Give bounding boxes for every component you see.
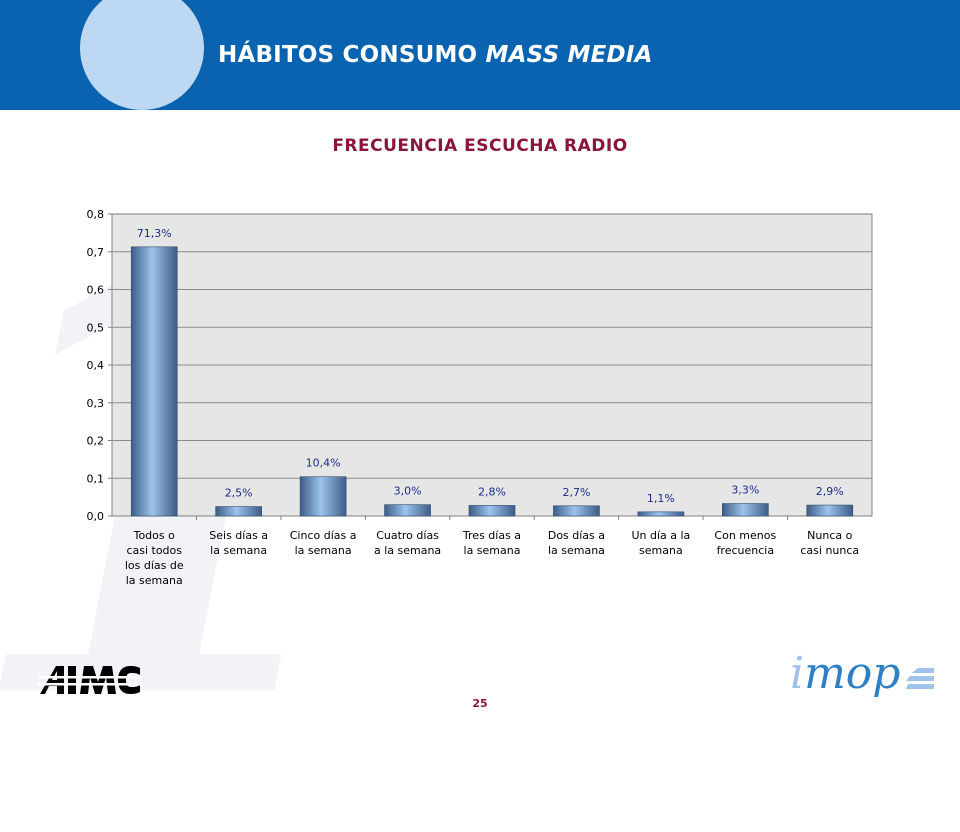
bar <box>468 505 516 517</box>
category-label: Seis días a la semana <box>209 529 268 557</box>
bar <box>722 503 769 517</box>
data-label: 3,0% <box>394 485 422 498</box>
header-bar: HÁBITOS CONSUMO MASS MEDIA <box>0 0 960 110</box>
category-label: Tres días a la semana <box>462 529 521 557</box>
y-tick-label: 0,4 <box>87 359 105 372</box>
slide-title-main: HÁBITOS CONSUMO <box>218 42 486 68</box>
slide-title: HÁBITOS CONSUMO MASS MEDIA <box>218 42 653 68</box>
category-label: Cinco días a la semana <box>290 529 357 557</box>
bar <box>384 504 431 517</box>
category-label: Dos días a la semana <box>548 529 605 557</box>
bar <box>215 506 262 517</box>
chart-title: FRECUENCIA ESCUCHA RADIO <box>332 136 628 156</box>
imop-logo: imop <box>790 652 900 696</box>
slide-title-italic: MASS MEDIA <box>485 42 653 68</box>
imop-stripes-icon <box>906 668 934 689</box>
y-tick-label: 0,6 <box>87 284 105 297</box>
data-label: 1,1% <box>647 492 675 505</box>
data-label: 71,3% <box>137 227 172 240</box>
imop-logo-i: i <box>790 648 805 699</box>
category-label: Nunca o casi nunca <box>800 529 859 557</box>
bar <box>130 246 178 517</box>
data-label: 2,5% <box>225 487 253 500</box>
category-label: Un día a la semana <box>631 529 690 557</box>
y-tick-label: 0,7 <box>87 246 105 259</box>
y-tick-label: 0,8 <box>87 208 105 221</box>
data-label: 3,3% <box>731 484 759 497</box>
data-label: 2,9% <box>816 485 844 498</box>
bar <box>299 476 347 517</box>
category-label: Todos o casi todos los días de la semana <box>125 529 184 587</box>
data-label: 10,4% <box>306 457 341 470</box>
data-label: 2,7% <box>562 486 590 499</box>
y-tick-label: 0,5 <box>87 321 105 334</box>
page-number: 25 <box>472 697 488 710</box>
bar <box>637 511 685 517</box>
category-label: Cuatro días a la semana <box>374 529 441 557</box>
data-label: 2,8% <box>478 485 506 498</box>
bar <box>553 505 600 517</box>
y-tick-label: 0,3 <box>87 397 105 410</box>
aimc-logo <box>38 664 142 700</box>
y-tick-label: 0,2 <box>87 435 105 448</box>
y-tick-label: 0,1 <box>87 472 105 485</box>
header-circle-decoration <box>80 0 204 110</box>
category-label: Con menos frecuencia <box>714 529 776 557</box>
bar <box>806 504 854 517</box>
imop-logo-text: mop <box>804 648 901 699</box>
y-tick-label: 0,0 <box>87 510 105 523</box>
